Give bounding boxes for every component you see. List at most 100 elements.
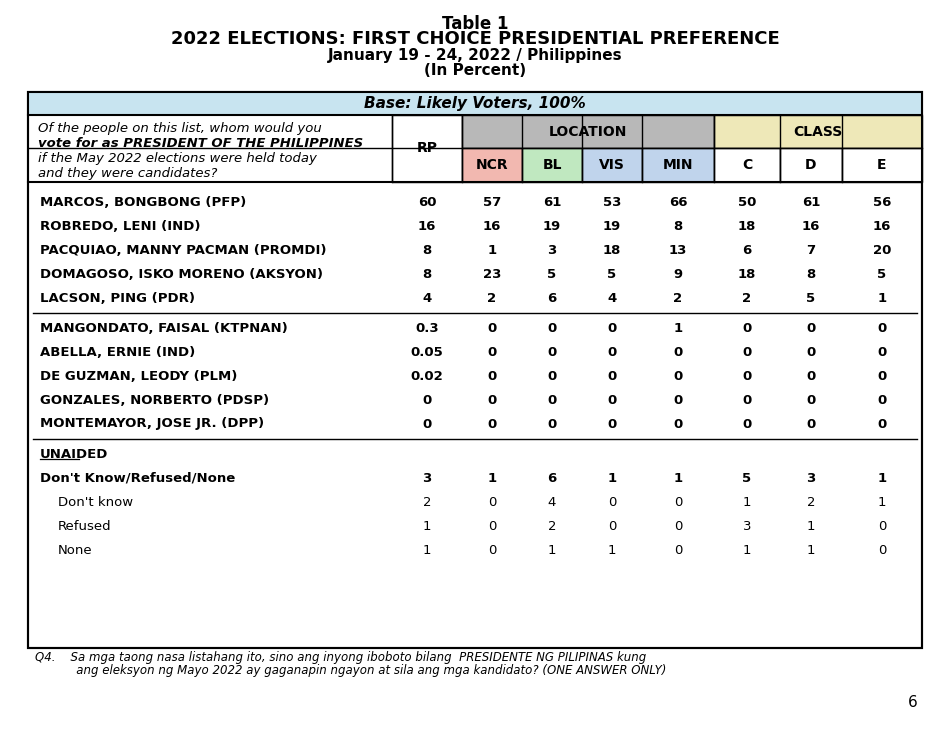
Bar: [462, 148, 522, 182]
Text: 0: 0: [674, 496, 682, 509]
Text: 0: 0: [608, 520, 617, 532]
Text: Q4.    Sa mga taong nasa listahang ito, sino ang inyong iboboto bilang  PRESIDEN: Q4. Sa mga taong nasa listahang ito, sin…: [35, 651, 646, 664]
Text: NCR: NCR: [476, 158, 508, 172]
Text: 1: 1: [674, 472, 682, 485]
Text: 1: 1: [807, 544, 815, 556]
Text: 0: 0: [547, 321, 557, 334]
Text: MANGONDATO, FAISAL (KTPNAN): MANGONDATO, FAISAL (KTPNAN): [40, 321, 288, 334]
Bar: [462, 115, 714, 148]
Text: 0: 0: [878, 321, 886, 334]
Text: 0: 0: [547, 369, 557, 383]
Text: E: E: [877, 158, 886, 172]
Text: if the May 2022 elections were held today: if the May 2022 elections were held toda…: [38, 152, 317, 165]
Text: 0.02: 0.02: [410, 369, 444, 383]
Text: 0: 0: [674, 418, 683, 431]
Text: 4: 4: [423, 291, 431, 304]
Text: 0: 0: [674, 393, 683, 407]
Text: 0: 0: [878, 393, 886, 407]
Text: 4: 4: [548, 496, 556, 509]
Text: 1: 1: [878, 291, 886, 304]
Text: 8: 8: [423, 267, 431, 280]
Text: 5: 5: [878, 267, 886, 280]
Text: 0: 0: [487, 393, 497, 407]
Text: 0: 0: [547, 418, 557, 431]
Text: 3: 3: [743, 520, 751, 532]
Text: 5: 5: [807, 291, 815, 304]
Text: 0: 0: [742, 393, 751, 407]
Text: 1: 1: [807, 520, 815, 532]
Text: (In Percent): (In Percent): [424, 63, 526, 78]
Text: 0: 0: [742, 321, 751, 334]
Text: Don't know: Don't know: [58, 496, 133, 509]
Text: ABELLA, ERNIE (IND): ABELLA, ERNIE (IND): [40, 345, 196, 358]
Text: 16: 16: [483, 220, 502, 232]
Bar: [28, 92, 922, 648]
Text: 6: 6: [547, 472, 557, 485]
Text: 6: 6: [908, 695, 918, 710]
Text: 2: 2: [423, 496, 431, 509]
Text: 6: 6: [547, 291, 557, 304]
Text: 0: 0: [608, 496, 617, 509]
Text: 0: 0: [674, 520, 682, 532]
Text: Base: Likely Voters, 100%: Base: Likely Voters, 100%: [364, 96, 586, 111]
Text: 0: 0: [878, 418, 886, 431]
Text: 1: 1: [878, 472, 886, 485]
Text: 1: 1: [608, 544, 617, 556]
Text: 18: 18: [738, 267, 756, 280]
Text: 7: 7: [807, 244, 815, 256]
Text: DOMAGOSO, ISKO MORENO (AKSYON): DOMAGOSO, ISKO MORENO (AKSYON): [40, 267, 323, 280]
Text: 13: 13: [669, 244, 687, 256]
Text: 2: 2: [548, 520, 557, 532]
Text: 0: 0: [674, 369, 683, 383]
Text: 9: 9: [674, 267, 682, 280]
Text: 0: 0: [878, 345, 886, 358]
Text: 50: 50: [738, 196, 756, 209]
Text: 5: 5: [607, 267, 617, 280]
Text: 2022 ELECTIONS: FIRST CHOICE PRESIDENTIAL PREFERENCE: 2022 ELECTIONS: FIRST CHOICE PRESIDENTIA…: [171, 30, 779, 48]
Text: 0: 0: [607, 345, 617, 358]
Bar: [642, 148, 714, 182]
Text: January 19 - 24, 2022 / Philippines: January 19 - 24, 2022 / Philippines: [328, 48, 622, 63]
Text: 1: 1: [487, 244, 497, 256]
Text: 0: 0: [487, 321, 497, 334]
Text: 1: 1: [878, 496, 886, 509]
Text: 1: 1: [607, 472, 617, 485]
Text: 0: 0: [487, 520, 496, 532]
Text: D: D: [806, 158, 817, 172]
Text: 3: 3: [807, 472, 816, 485]
Text: 1: 1: [487, 472, 497, 485]
Text: 0: 0: [807, 393, 816, 407]
Bar: [522, 148, 582, 182]
Text: 8: 8: [674, 220, 683, 232]
Text: 1: 1: [674, 321, 682, 334]
Text: 0: 0: [487, 496, 496, 509]
Text: UNAIDED: UNAIDED: [40, 447, 108, 461]
Text: 18: 18: [603, 244, 621, 256]
Text: 19: 19: [542, 220, 561, 232]
Text: 0: 0: [487, 369, 497, 383]
Text: Refused: Refused: [58, 520, 112, 532]
Text: 1: 1: [548, 544, 557, 556]
Text: 1: 1: [423, 520, 431, 532]
Text: 0: 0: [423, 418, 431, 431]
Text: 1: 1: [743, 544, 751, 556]
Text: 2: 2: [674, 291, 682, 304]
Text: 0: 0: [807, 369, 816, 383]
Text: MARCOS, BONGBONG (PFP): MARCOS, BONGBONG (PFP): [40, 196, 246, 209]
Text: 0: 0: [807, 345, 816, 358]
Text: 2: 2: [807, 496, 815, 509]
Bar: [714, 148, 780, 182]
Text: 60: 60: [418, 196, 436, 209]
Text: 16: 16: [418, 220, 436, 232]
Text: 0: 0: [487, 345, 497, 358]
Bar: [28, 92, 922, 115]
Bar: [714, 115, 922, 148]
Text: C: C: [742, 158, 752, 172]
Text: 0: 0: [547, 345, 557, 358]
Text: 23: 23: [483, 267, 502, 280]
Text: 0: 0: [878, 369, 886, 383]
Bar: [780, 148, 842, 182]
Text: 56: 56: [873, 196, 891, 209]
Text: Of the people on this list, whom would you: Of the people on this list, whom would y…: [38, 122, 322, 135]
Text: PACQUIAO, MANNY PACMAN (PROMDI): PACQUIAO, MANNY PACMAN (PROMDI): [40, 244, 327, 256]
